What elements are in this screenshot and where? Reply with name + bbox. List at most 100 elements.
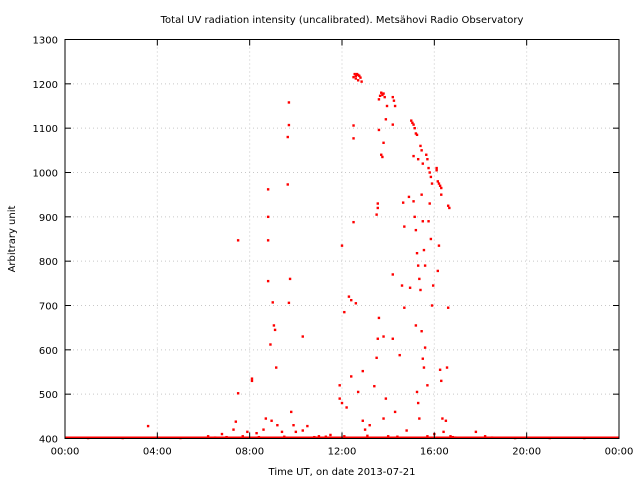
- data-point: [354, 74, 358, 78]
- chart-title: Total UV radiation intensity (uncalibrat…: [160, 15, 524, 26]
- data-point: [340, 244, 344, 247]
- data-point: [435, 166, 438, 170]
- y-tick-label: 500: [39, 390, 58, 401]
- data-point: [225, 435, 228, 439]
- data-point: [436, 269, 439, 273]
- data-point: [412, 154, 415, 158]
- data-point: [301, 335, 304, 338]
- data-point: [287, 301, 291, 305]
- data-point: [414, 228, 418, 232]
- data-point: [423, 264, 427, 267]
- data-point: [287, 101, 291, 104]
- data-point: [384, 397, 388, 400]
- data-point: [446, 204, 450, 207]
- data-point: [360, 80, 363, 83]
- data-point: [361, 419, 364, 422]
- data-point: [262, 428, 265, 431]
- x-axis-label: Time UT, on date 2013-07-21: [268, 467, 416, 478]
- data-point: [415, 133, 419, 137]
- data-point: [376, 337, 379, 340]
- data-point: [401, 201, 405, 204]
- data-point: [420, 330, 423, 333]
- data-point: [350, 375, 353, 378]
- data-point: [416, 264, 420, 267]
- x-tick-label: 12:00: [328, 447, 357, 458]
- data-point: [269, 343, 272, 346]
- data-point: [375, 213, 378, 216]
- data-point: [415, 390, 419, 394]
- data-point: [407, 195, 411, 199]
- data-point: [340, 401, 344, 405]
- data-point: [257, 435, 261, 439]
- data-point: [313, 435, 316, 439]
- data-point: [415, 251, 419, 255]
- data-point: [301, 429, 304, 432]
- data-point: [448, 206, 451, 210]
- data-point: [352, 124, 355, 127]
- data-point: [438, 184, 442, 187]
- data-point: [271, 301, 274, 304]
- data-point: [276, 424, 279, 427]
- data-point: [345, 406, 348, 409]
- data-point: [403, 306, 406, 309]
- data-point: [444, 419, 448, 422]
- data-point: [266, 188, 270, 191]
- data-point: [338, 397, 341, 400]
- data-point: [422, 366, 426, 369]
- data-point: [376, 206, 379, 210]
- data-point: [352, 137, 355, 140]
- y-tick-label: 1200: [33, 80, 58, 91]
- data-point: [255, 431, 258, 435]
- data-point: [419, 144, 422, 148]
- data-point: [384, 118, 388, 121]
- data-point: [375, 356, 378, 360]
- data-point: [405, 429, 408, 432]
- data-point: [381, 155, 384, 159]
- data-point: [290, 410, 293, 414]
- data-point: [380, 153, 383, 156]
- data-point: [317, 435, 321, 438]
- data-point: [391, 273, 394, 276]
- data-point: [416, 401, 420, 405]
- data-point: [437, 244, 441, 247]
- data-point: [206, 435, 210, 438]
- y-tick-label: 1300: [33, 36, 58, 47]
- data-point: [421, 162, 424, 165]
- x-tick-label: 20:00: [512, 447, 541, 458]
- data-point: [431, 284, 435, 287]
- data-point: [280, 430, 284, 434]
- data-point: [382, 92, 385, 95]
- data-point: [453, 436, 457, 439]
- data-point: [377, 98, 381, 101]
- data-point: [421, 220, 424, 223]
- data-point: [396, 435, 399, 438]
- data-point: [270, 419, 273, 422]
- data-point: [429, 175, 433, 179]
- data-point: [232, 428, 235, 431]
- y-tick-label: 800: [39, 257, 58, 268]
- data-point: [436, 180, 439, 183]
- data-point: [382, 417, 385, 420]
- data-point: [366, 434, 369, 438]
- data-point: [414, 324, 418, 327]
- data-point: [393, 410, 397, 414]
- data-point: [264, 417, 268, 420]
- x-tick-label: 00:00: [605, 447, 634, 458]
- data-point: [286, 135, 289, 139]
- x-tick-label: 00:00: [51, 447, 80, 458]
- data-point: [419, 288, 422, 292]
- data-point: [391, 123, 394, 126]
- data-point: [408, 286, 412, 289]
- x-tick-label: 16:00: [420, 447, 449, 458]
- data-point: [356, 79, 360, 82]
- data-point: [352, 220, 355, 224]
- data-point: [398, 353, 401, 357]
- data-point: [420, 149, 423, 152]
- data-point: [273, 328, 277, 332]
- data-point: [283, 435, 286, 438]
- data-point: [440, 186, 443, 190]
- grid: [65, 39, 619, 439]
- data-point: [451, 435, 454, 439]
- data-point: [435, 169, 438, 172]
